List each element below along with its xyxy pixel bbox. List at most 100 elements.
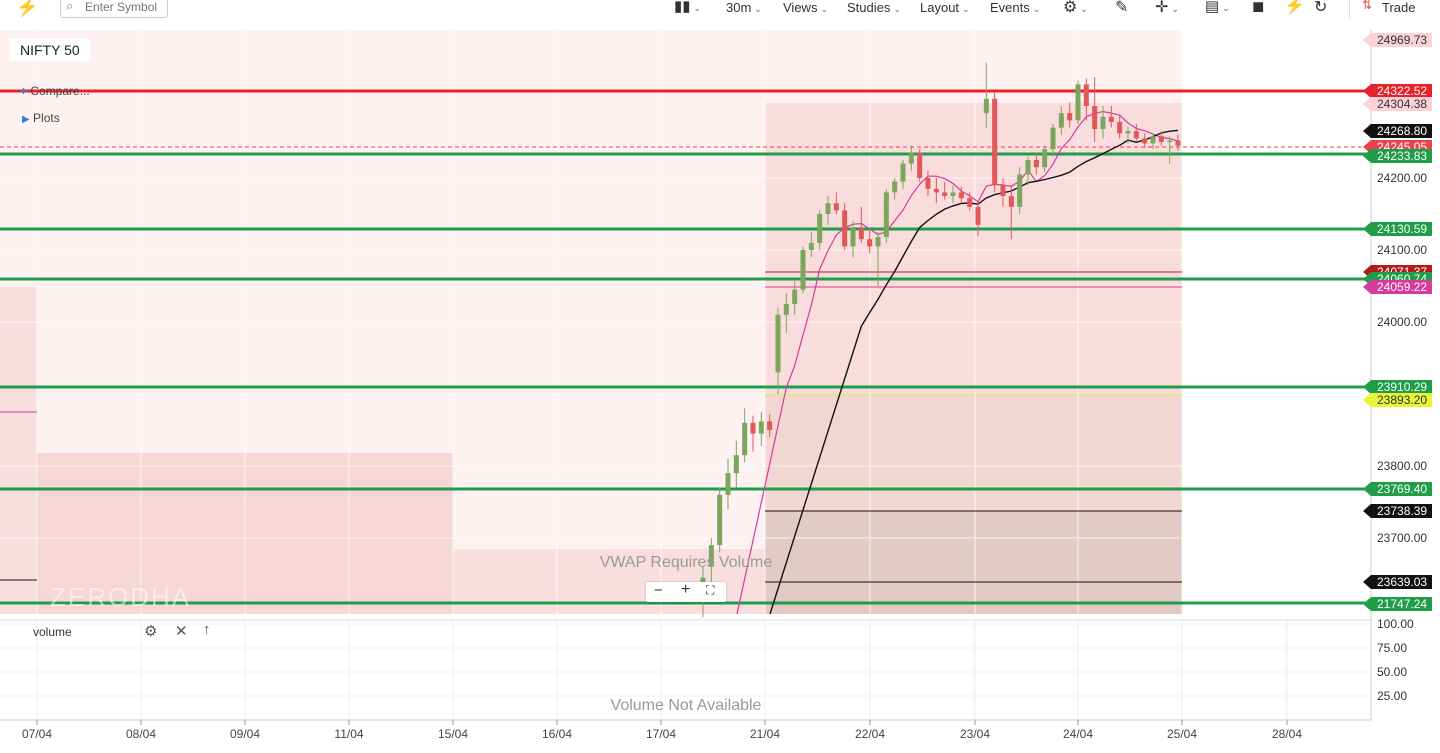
candle xyxy=(1117,114,1123,139)
candle xyxy=(1108,106,1114,128)
candle-body xyxy=(900,163,906,182)
zoom-out-button[interactable]: − xyxy=(654,582,663,599)
studies-menu[interactable]: Studies ⌄ xyxy=(847,0,901,15)
y-tick-label: 23800.00 xyxy=(1377,459,1427,473)
price-tag-label: 24233.83 xyxy=(1377,149,1427,163)
candle-body xyxy=(733,455,739,474)
candle-body xyxy=(942,192,948,196)
candle-type-icon[interactable]: ▮▮ ⌄ xyxy=(674,0,702,15)
candle-body xyxy=(1100,116,1106,130)
zoom-in-button[interactable]: + xyxy=(681,581,691,598)
gridlines xyxy=(0,30,1371,720)
price-tag-bg xyxy=(1363,504,1432,518)
static-lines xyxy=(0,146,1370,583)
candle xyxy=(783,293,789,333)
compare-button[interactable]: + Compare... xyxy=(20,84,90,98)
candle-body xyxy=(1158,136,1164,142)
fullscreen-icon[interactable]: ⛶ xyxy=(706,583,715,597)
candle-body xyxy=(867,239,873,247)
candle-body xyxy=(708,545,714,567)
candle xyxy=(958,186,964,204)
candle xyxy=(875,232,881,286)
crosshair-icon[interactable]: ✛ ⌄ xyxy=(1155,0,1179,16)
interval-selector[interactable]: 30m ⌄ xyxy=(726,0,762,15)
candle-body xyxy=(967,198,973,207)
price-tag: 23893.20 xyxy=(1363,393,1432,407)
candle xyxy=(1150,133,1156,150)
candle-body xyxy=(958,192,964,199)
layout-menu[interactable]: Layout ⌄ xyxy=(920,0,970,15)
plots-button[interactable]: ▶ Plots xyxy=(22,111,60,125)
candle xyxy=(1142,133,1148,148)
zoom-controls: − + ⛶ xyxy=(646,581,726,602)
candles xyxy=(700,62,1181,618)
views-menu[interactable]: Views ⌄ xyxy=(783,0,828,15)
candle xyxy=(1042,145,1048,173)
candle-body xyxy=(1142,138,1148,144)
candle-body xyxy=(1050,127,1056,150)
candle-body xyxy=(1108,116,1114,122)
vwap-message: VWAP Requires Volume xyxy=(600,554,773,571)
price-tag-bg xyxy=(1363,393,1432,407)
price-tag: 23910.29 xyxy=(1363,380,1432,394)
studies-label: Studies xyxy=(847,0,891,15)
candle-body xyxy=(1125,131,1131,134)
refresh-icon[interactable]: ↻ xyxy=(1314,0,1328,16)
compare-label: Compare... xyxy=(30,84,90,98)
volume-close-icon[interactable]: ✕ xyxy=(175,623,188,640)
x-tick-label: 22/04 xyxy=(855,727,885,741)
price-tag-label: 24268.80 xyxy=(1377,124,1427,138)
candle xyxy=(842,203,848,250)
triangle-right-icon: ▶ xyxy=(22,114,30,125)
events-label: Events xyxy=(990,0,1030,15)
candle xyxy=(933,178,939,204)
candle xyxy=(925,170,931,196)
x-tick-label: 16/04 xyxy=(542,727,572,741)
level-lines xyxy=(0,89,1370,605)
price-tag: 24969.73 xyxy=(1363,33,1432,47)
price-tag-bg xyxy=(1363,380,1432,394)
candle xyxy=(800,246,806,294)
trade-button[interactable]: Trade xyxy=(1382,0,1415,18)
trade-label: Trade xyxy=(1382,0,1416,15)
candle xyxy=(825,196,831,225)
candle-body xyxy=(717,494,723,546)
panel-icon[interactable]: ◼ xyxy=(1252,0,1265,15)
candle xyxy=(1167,136,1173,164)
candle-body xyxy=(1067,113,1073,121)
candle-body xyxy=(1017,174,1023,207)
y-tick-label: 23700.00 xyxy=(1377,531,1427,545)
events-menu[interactable]: Events ⌄ xyxy=(990,0,1041,15)
candle xyxy=(742,408,748,463)
candle-body xyxy=(892,181,898,193)
candle xyxy=(942,181,948,200)
candle xyxy=(1033,152,1039,175)
lightning-icon[interactable]: ⚡ xyxy=(1284,0,1306,15)
price-tag-label: 24059.22 xyxy=(1377,280,1427,294)
volume-up-arrow-icon[interactable]: ↑ xyxy=(203,621,211,638)
gear-icon[interactable]: ⚙ ⌄ xyxy=(1063,0,1088,16)
symbol-search-input[interactable] xyxy=(60,0,168,18)
symbol-label[interactable]: NIFTY 50 xyxy=(10,39,90,61)
candle-body xyxy=(858,228,864,240)
comment-icon[interactable]: ▤ ⌄ xyxy=(1205,0,1230,15)
price-tag-label: 24322.52 xyxy=(1377,84,1427,98)
candle-body xyxy=(850,228,856,247)
candle xyxy=(1133,124,1139,142)
toolbar-divider xyxy=(1349,0,1350,18)
draw-pencil-icon[interactable]: ✎ xyxy=(1115,0,1129,16)
x-tick-label: 25/04 xyxy=(1167,727,1197,741)
price-tag-label: 21747.24 xyxy=(1377,597,1427,611)
candle-body xyxy=(1133,131,1139,139)
candle-body xyxy=(933,188,939,193)
flash-icon[interactable]: ⚡ xyxy=(16,0,39,17)
candle-body xyxy=(792,289,798,304)
price-tag: 24268.80 xyxy=(1363,124,1432,138)
candle xyxy=(983,62,989,128)
candle xyxy=(867,228,873,254)
price-tag-bg xyxy=(1363,597,1432,611)
volume-gear-icon[interactable]: ⚙ xyxy=(144,623,158,640)
price-tag-bg xyxy=(1363,97,1432,111)
candle-body xyxy=(775,314,781,373)
